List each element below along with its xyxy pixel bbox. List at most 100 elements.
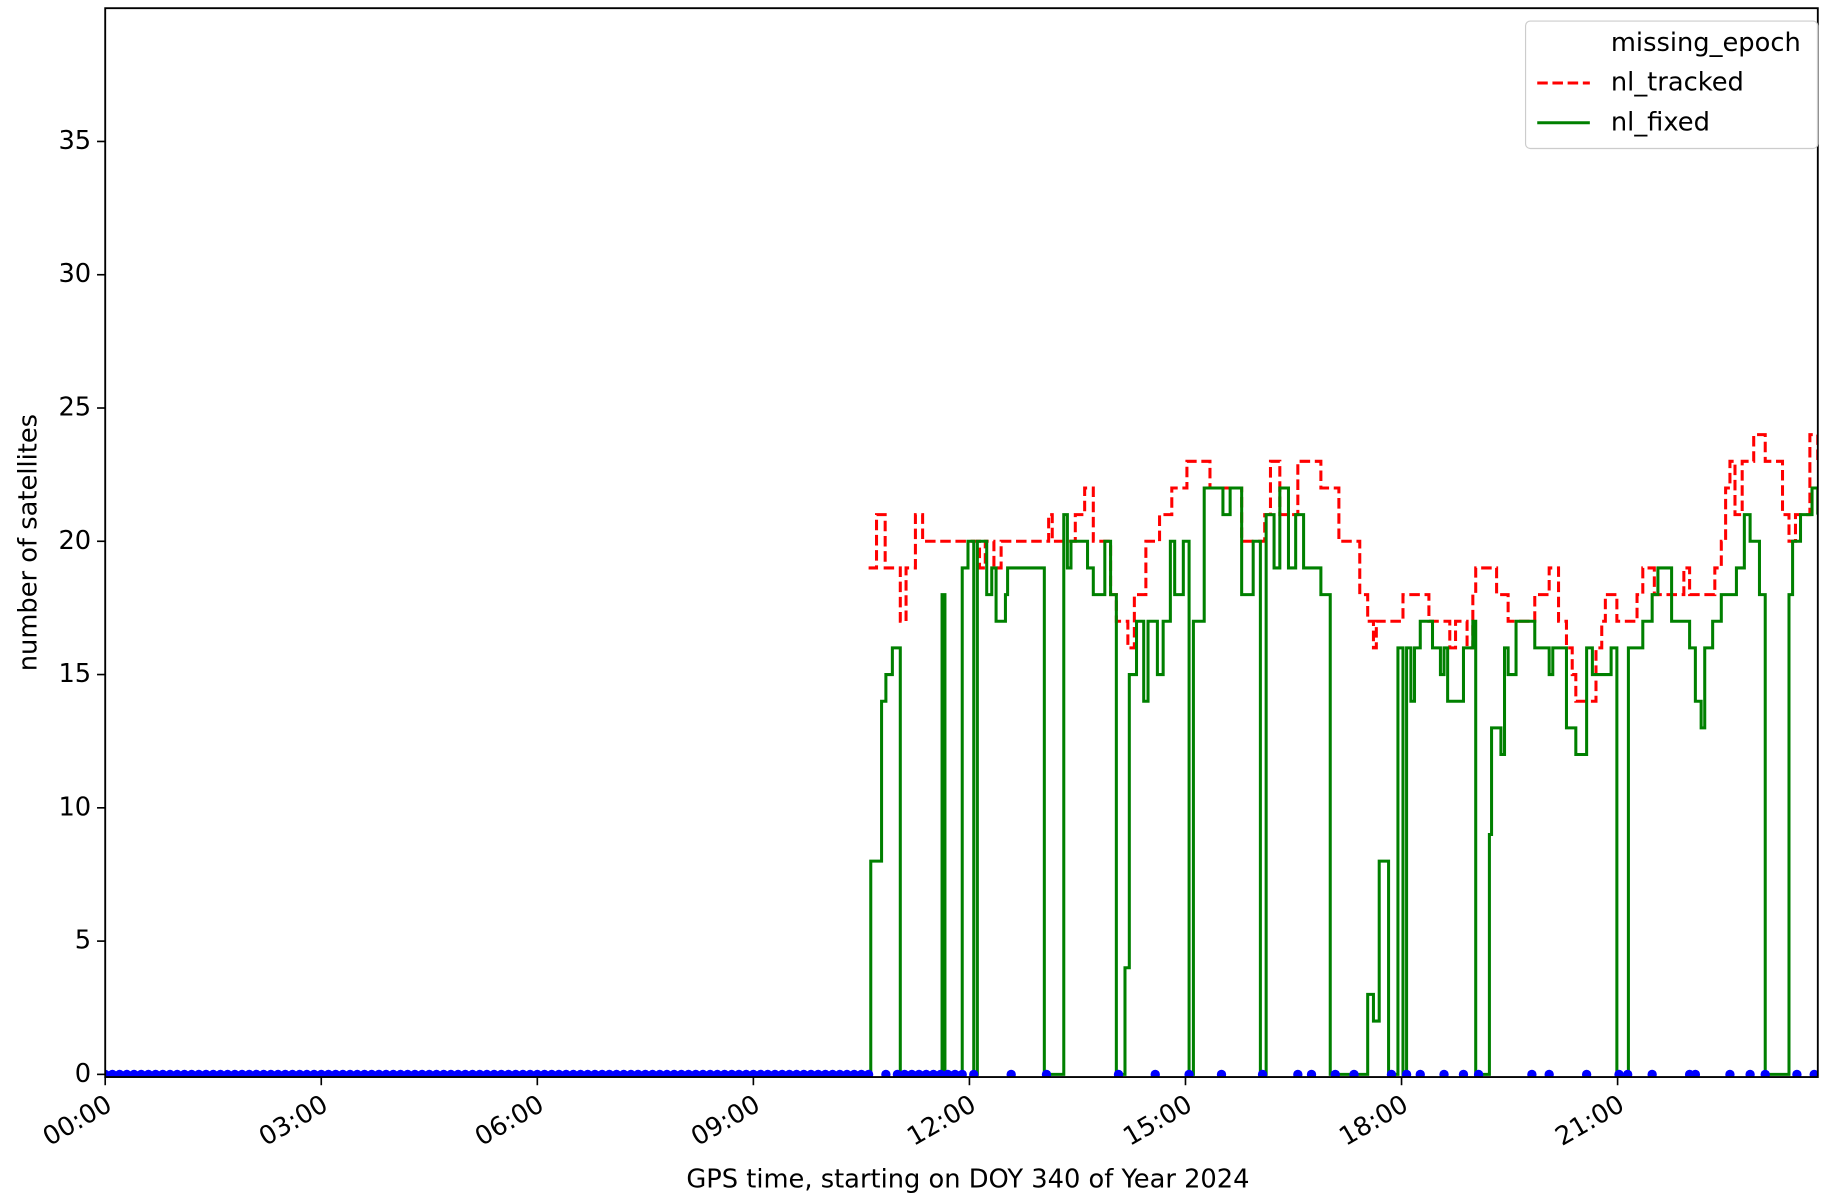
missing-epoch-dot	[763, 1069, 773, 1078]
missing-epoch-dot	[813, 1069, 823, 1078]
missing-epoch-dot	[388, 1069, 398, 1078]
missing-epoch-dot	[561, 1069, 571, 1078]
missing-epoch-dot	[777, 1069, 787, 1078]
missing-epoch-dot	[604, 1069, 615, 1078]
missing-epoch-dot	[186, 1069, 197, 1078]
missing-epoch-dot	[1349, 1069, 1359, 1078]
missing-epoch-dot	[590, 1069, 600, 1078]
y-tick-label: 15	[58, 659, 91, 689]
missing-epoch-dot	[475, 1069, 485, 1078]
missing-epoch-dot	[273, 1069, 283, 1078]
missing-epoch-dot	[842, 1069, 852, 1078]
missing-epoch-dot	[309, 1069, 319, 1078]
legend-box	[1524, 20, 1819, 150]
missing-epoch-dot	[410, 1069, 420, 1078]
missing-epoch-dot	[547, 1069, 557, 1078]
axes-frame	[104, 7, 1819, 1078]
missing-epoch-dot	[1041, 1069, 1052, 1078]
missing-epoch-dot	[1792, 1069, 1802, 1078]
missing-epoch-dot	[583, 1069, 593, 1078]
missing-epoch-dot	[1113, 1069, 1124, 1078]
missing-epoch-dot	[453, 1069, 463, 1078]
missing-epoch-dot	[849, 1069, 859, 1078]
y-tick-label: 25	[58, 393, 91, 423]
missing-epoch-dot	[835, 1069, 845, 1078]
missing-epoch-dot	[597, 1069, 607, 1078]
missing-epoch-dot	[114, 1069, 125, 1078]
missing-epoch-dot	[374, 1069, 384, 1078]
missing-epoch-dot	[496, 1069, 506, 1078]
missing-epoch-dot	[943, 1069, 953, 1078]
missing-epoch-dot	[503, 1069, 514, 1078]
missing-epoch-dot	[417, 1069, 427, 1078]
missing-epoch-dot	[511, 1069, 521, 1078]
missing-epoch-dot	[1150, 1069, 1160, 1078]
missing-epoch-dot	[172, 1069, 182, 1078]
missing-epoch-dot	[359, 1069, 370, 1078]
missing-epoch-dot	[1527, 1069, 1537, 1078]
missing-epoch-dot	[957, 1069, 967, 1078]
missing-epoch-dot	[1006, 1069, 1016, 1078]
missing-epoch-dot	[1386, 1069, 1397, 1078]
missing-epoch-dot	[914, 1069, 924, 1078]
missing-epoch-dot	[899, 1069, 910, 1078]
y-tick-label: 10	[58, 792, 91, 822]
y-tick-label: 20	[58, 526, 91, 556]
missing-epoch-dot	[367, 1069, 377, 1078]
missing-epoch-dot	[1330, 1069, 1340, 1078]
missing-epoch-dot	[719, 1069, 730, 1078]
missing-epoch-dot	[856, 1069, 867, 1078]
missing-epoch-dot	[1809, 1069, 1818, 1078]
missing-epoch-dot	[928, 1069, 939, 1078]
missing-epoch-dot	[1184, 1069, 1194, 1078]
missing-epoch-dot	[107, 1069, 118, 1078]
missing-epoch-dot	[633, 1069, 643, 1078]
missing-epoch-dot	[1415, 1069, 1425, 1078]
missing-epoch-dot	[1544, 1069, 1554, 1078]
missing-epoch-dot	[439, 1069, 449, 1078]
missing-epoch-dot	[770, 1069, 780, 1078]
missing-epoch-dot	[647, 1069, 658, 1078]
missing-epoch-dot	[345, 1069, 355, 1078]
missing-epoch-dot	[1725, 1069, 1735, 1078]
missing-epoch-dot	[179, 1069, 190, 1078]
missing-epoch-dot	[201, 1069, 211, 1078]
missing-epoch-dot	[827, 1069, 838, 1078]
missing-epoch-dot	[1473, 1069, 1484, 1078]
missing-epoch-dot	[323, 1069, 334, 1078]
missing-epoch-dot	[881, 1069, 891, 1078]
missing-epoch-dot	[568, 1069, 579, 1078]
missing-epoch-dot	[892, 1069, 903, 1078]
legend-label: nl_tracked	[1611, 68, 1744, 98]
missing-epoch-dot	[1760, 1069, 1770, 1078]
missing-epoch-dot	[302, 1069, 312, 1078]
missing-epoch-dot	[489, 1069, 499, 1078]
y-axis-label: number of satellites	[14, 414, 44, 671]
missing-epoch-dot	[338, 1069, 348, 1078]
missing-epoch-dot	[907, 1069, 917, 1078]
missing-epoch-dot	[676, 1069, 687, 1078]
missing-epoch-dot	[806, 1069, 816, 1078]
missing-epoch-dot	[467, 1069, 478, 1078]
missing-epoch-dot	[820, 1069, 831, 1078]
missing-epoch-dot	[712, 1069, 723, 1078]
missing-epoch-dot	[251, 1069, 262, 1078]
plot-area	[105, 433, 1818, 1078]
missing-epoch-dot	[705, 1069, 715, 1078]
missing-epoch-dot	[950, 1069, 960, 1078]
missing-epoch-dot	[626, 1069, 636, 1078]
missing-epoch-dot	[294, 1069, 305, 1078]
missing-epoch-dot	[1401, 1069, 1412, 1078]
missing-epoch-dot	[230, 1069, 240, 1078]
missing-epoch-dot	[662, 1069, 672, 1078]
missing-epoch-dot	[280, 1069, 290, 1078]
missing-epoch-dot	[969, 1069, 979, 1078]
x-axis-label: GPS time, starting on DOY 340 of Year 20…	[686, 1164, 1249, 1194]
missing-epoch-dot	[194, 1069, 204, 1078]
missing-epoch-dot	[727, 1069, 737, 1078]
missing-epoch-dot	[215, 1069, 226, 1078]
missing-epoch-dot	[691, 1069, 701, 1078]
missing-epoch-dot	[446, 1069, 456, 1078]
missing-epoch-dot	[158, 1069, 168, 1078]
